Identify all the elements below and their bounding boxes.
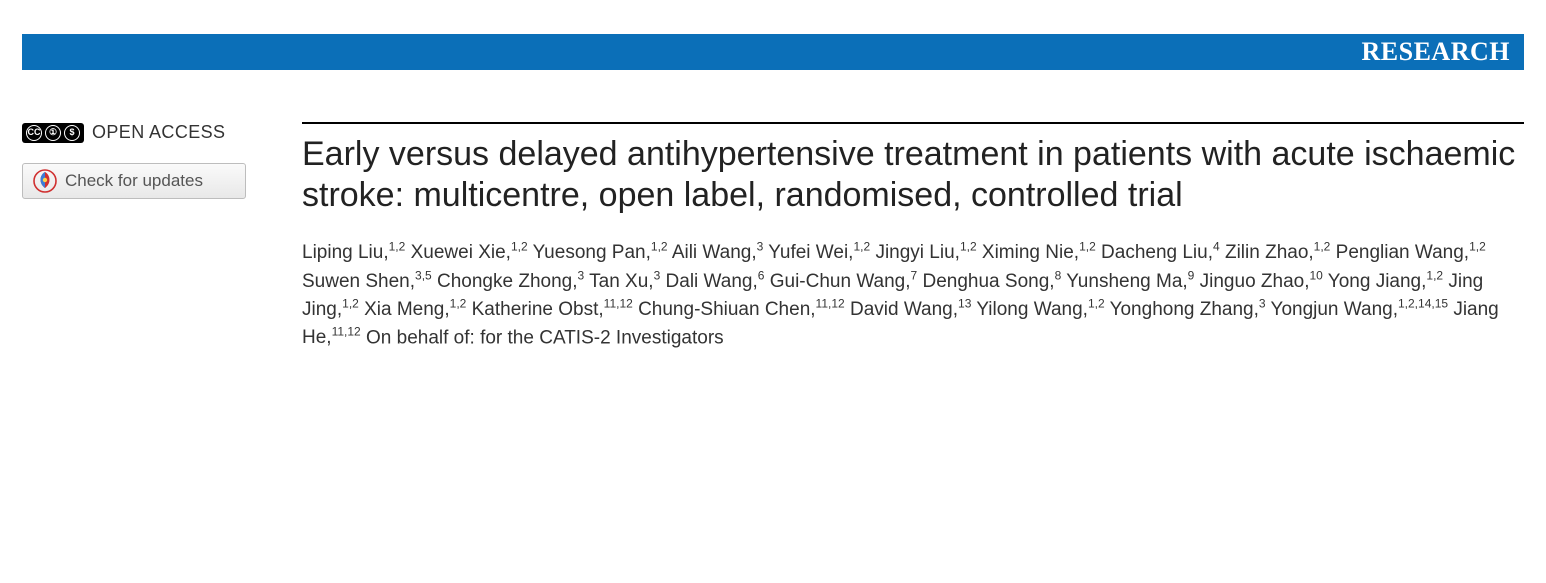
author: Gui-Chun Wang,7 <box>770 271 918 292</box>
author: Yonghong Zhang,3 <box>1110 299 1266 320</box>
author: Dali Wang,6 <box>666 271 765 292</box>
affiliation-marker: 1,2 <box>1079 240 1096 254</box>
affiliation-marker: 13 <box>958 297 971 311</box>
author: Suwen Shen,3,5 <box>302 271 432 292</box>
check-updates-label: Check for updates <box>65 171 203 191</box>
affiliation-marker: 11,12 <box>332 325 361 339</box>
left-sidebar: CC ① $ OPEN ACCESS Check for updates <box>22 122 274 352</box>
affiliation-marker: 3 <box>578 268 585 282</box>
affiliation-marker: 1,2 <box>1314 240 1331 254</box>
author: Yufei Wei,1,2 <box>768 242 870 263</box>
affiliation-marker: 10 <box>1310 268 1323 282</box>
on-behalf: On behalf of: for the CATIS-2 Investigat… <box>366 327 724 348</box>
author: Dacheng Liu,4 <box>1101 242 1220 263</box>
affiliation-marker: 3,5 <box>415 268 432 282</box>
author: Liping Liu,1,2 <box>302 242 405 263</box>
author: Yongjun Wang,1,2,14,15 <box>1271 299 1449 320</box>
affiliation-marker: 1,2 <box>1469 240 1486 254</box>
affiliation-marker: 3 <box>757 240 764 254</box>
open-access-label: OPEN ACCESS <box>92 122 225 143</box>
author: Xia Meng,1,2 <box>364 299 466 320</box>
author: Zilin Zhao,1,2 <box>1225 242 1330 263</box>
affiliation-marker: 4 <box>1213 240 1220 254</box>
affiliation-marker: 6 <box>758 268 765 282</box>
affiliation-marker: 1,2 <box>342 297 359 311</box>
author: Penglian Wang,1,2 <box>1336 242 1486 263</box>
section-banner: RESEARCH <box>22 34 1524 70</box>
affiliation-marker: 1,2 <box>1426 268 1443 282</box>
author: Chung-Shiuan Chen,11,12 <box>638 299 845 320</box>
author: Yilong Wang,1,2 <box>976 299 1104 320</box>
author-list: Liping Liu,1,2 Xuewei Xie,1,2 Yuesong Pa… <box>302 239 1524 352</box>
section-label: RESEARCH <box>1362 37 1510 67</box>
affiliation-marker: 1,2 <box>1088 297 1105 311</box>
affiliation-marker: 11,12 <box>604 297 633 311</box>
cc-license-icon: CC ① $ <box>22 123 84 143</box>
affiliation-marker: 3 <box>654 268 661 282</box>
author: Denghua Song,8 <box>923 271 1062 292</box>
affiliation-marker: 11,12 <box>816 297 845 311</box>
article-title: Early versus delayed antihypertensive tr… <box>302 134 1524 217</box>
content-area: CC ① $ OPEN ACCESS Check for updates Ear… <box>22 122 1524 352</box>
author: Yunsheng Ma,9 <box>1066 271 1194 292</box>
affiliation-marker: 1,2 <box>853 240 870 254</box>
affiliation-marker: 8 <box>1055 268 1062 282</box>
crossmark-icon <box>33 169 57 193</box>
author: David Wang,13 <box>850 299 971 320</box>
author: Jingyi Liu,1,2 <box>875 242 976 263</box>
affiliation-marker: 1,2 <box>511 240 528 254</box>
author: Xuewei Xie,1,2 <box>411 242 528 263</box>
check-updates-button[interactable]: Check for updates <box>22 163 246 199</box>
affiliation-marker: 1,2,14,15 <box>1398 297 1448 311</box>
author: Katherine Obst,11,12 <box>472 299 633 320</box>
author: Aili Wang,3 <box>672 242 764 263</box>
author: Tan Xu,3 <box>589 271 660 292</box>
affiliation-marker: 3 <box>1259 297 1266 311</box>
author: Chongke Zhong,3 <box>437 271 584 292</box>
affiliation-marker: 9 <box>1188 268 1195 282</box>
affiliation-marker: 7 <box>911 268 918 282</box>
affiliation-marker: 1,2 <box>960 240 977 254</box>
affiliation-marker: 1,2 <box>651 240 668 254</box>
author: Yuesong Pan,1,2 <box>533 242 668 263</box>
article-header: Early versus delayed antihypertensive tr… <box>302 122 1524 352</box>
affiliation-marker: 1,2 <box>389 240 406 254</box>
author: Yong Jiang,1,2 <box>1328 271 1443 292</box>
affiliation-marker: 1,2 <box>450 297 467 311</box>
author: Jinguo Zhao,10 <box>1200 271 1323 292</box>
open-access-row: CC ① $ OPEN ACCESS <box>22 122 274 143</box>
author: Ximing Nie,1,2 <box>982 242 1096 263</box>
